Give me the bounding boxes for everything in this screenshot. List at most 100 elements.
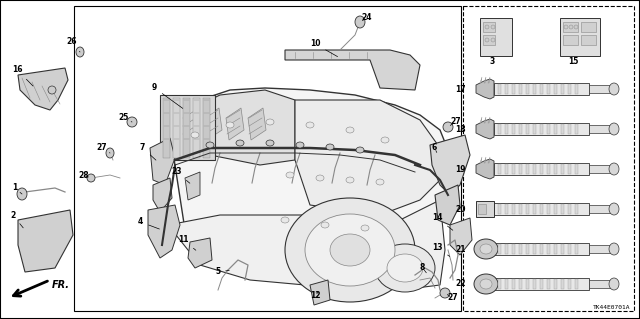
Ellipse shape (330, 234, 370, 266)
Bar (540, 84, 543, 94)
Text: 11: 11 (178, 235, 196, 250)
Bar (554, 164, 557, 174)
Bar (494, 278, 589, 290)
Polygon shape (182, 108, 200, 140)
Text: 12: 12 (310, 292, 321, 300)
Bar (589, 205, 611, 213)
Ellipse shape (87, 174, 95, 182)
Bar (519, 279, 522, 289)
Bar (173, 98, 180, 158)
Polygon shape (430, 135, 470, 195)
Ellipse shape (480, 279, 492, 289)
Bar (505, 279, 508, 289)
Text: 26: 26 (66, 38, 80, 52)
Bar (533, 244, 536, 254)
Bar (581, 22, 596, 32)
Bar (505, 124, 508, 134)
Bar (512, 124, 515, 134)
Bar (512, 84, 515, 94)
Polygon shape (168, 90, 295, 165)
Bar (498, 244, 501, 254)
Ellipse shape (375, 244, 435, 292)
Bar (498, 204, 501, 214)
Bar (483, 22, 495, 32)
Text: 27: 27 (447, 293, 458, 302)
Bar (568, 244, 571, 254)
Text: 22: 22 (456, 279, 466, 288)
Bar (193, 98, 200, 158)
Text: 24: 24 (362, 13, 372, 23)
Polygon shape (150, 138, 175, 185)
Text: 1: 1 (12, 183, 22, 194)
Bar (476, 201, 494, 217)
Ellipse shape (474, 274, 498, 294)
Polygon shape (168, 88, 450, 278)
Bar (561, 84, 564, 94)
Bar (533, 164, 536, 174)
Bar (554, 279, 557, 289)
Ellipse shape (266, 140, 274, 146)
Bar (478, 204, 486, 214)
Ellipse shape (609, 83, 619, 95)
Ellipse shape (376, 179, 384, 185)
Bar (563, 35, 578, 45)
Ellipse shape (346, 177, 354, 183)
Bar (526, 84, 529, 94)
Ellipse shape (76, 47, 84, 57)
Bar (554, 84, 557, 94)
Bar (540, 124, 543, 134)
Text: 28: 28 (78, 170, 88, 180)
Text: 3: 3 (490, 57, 495, 66)
Bar (483, 35, 495, 45)
Polygon shape (480, 157, 482, 163)
Ellipse shape (296, 142, 304, 148)
Text: 10: 10 (310, 40, 337, 57)
Bar (533, 124, 536, 134)
Polygon shape (484, 157, 486, 163)
Bar (512, 244, 515, 254)
Bar (561, 279, 564, 289)
Polygon shape (185, 172, 200, 200)
Polygon shape (476, 159, 494, 179)
Ellipse shape (361, 225, 369, 231)
Bar (540, 204, 543, 214)
Bar (554, 244, 557, 254)
Bar (554, 204, 557, 214)
Text: 27: 27 (96, 144, 110, 153)
Bar (575, 279, 578, 289)
Ellipse shape (381, 137, 389, 143)
Polygon shape (153, 178, 172, 212)
Ellipse shape (236, 140, 244, 146)
Text: FR.: FR. (52, 280, 70, 290)
Ellipse shape (306, 122, 314, 128)
Bar (533, 84, 536, 94)
Ellipse shape (491, 25, 495, 29)
Bar (519, 204, 522, 214)
Polygon shape (476, 119, 494, 139)
Ellipse shape (609, 243, 619, 255)
Bar (547, 279, 550, 289)
Text: 5: 5 (215, 268, 229, 277)
Bar (568, 279, 571, 289)
Bar (561, 244, 564, 254)
Text: 16: 16 (12, 65, 33, 86)
Polygon shape (488, 77, 490, 83)
Ellipse shape (127, 117, 137, 127)
Ellipse shape (48, 86, 56, 94)
Polygon shape (450, 218, 472, 255)
Bar (547, 244, 550, 254)
Ellipse shape (17, 188, 27, 200)
Ellipse shape (485, 38, 489, 42)
Bar (498, 164, 501, 174)
Bar (589, 245, 611, 253)
Bar (561, 124, 564, 134)
Bar (547, 124, 550, 134)
Bar (519, 244, 522, 254)
Bar (547, 164, 550, 174)
Polygon shape (295, 100, 445, 215)
Bar (203, 98, 210, 158)
Bar (498, 279, 501, 289)
Bar (563, 22, 578, 32)
Polygon shape (310, 280, 330, 305)
Bar (554, 124, 557, 134)
